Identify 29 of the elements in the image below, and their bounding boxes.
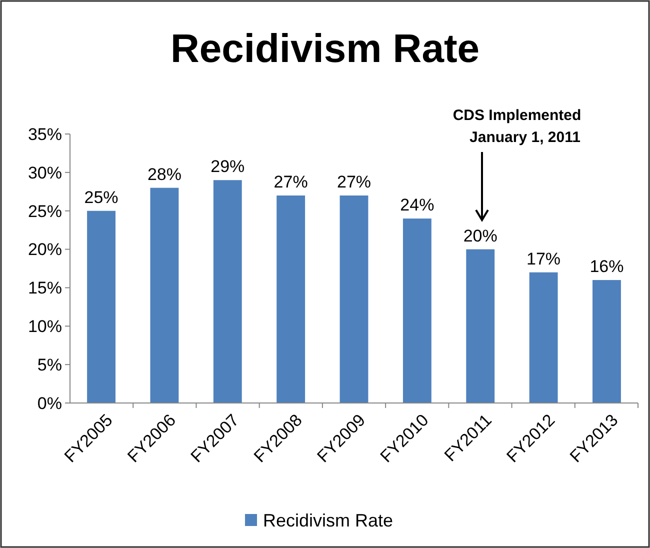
data-label: 27% xyxy=(336,172,372,192)
bar xyxy=(150,188,179,403)
y-tick-label: 20% xyxy=(28,240,62,260)
y-tick-label: 5% xyxy=(37,356,62,375)
bar xyxy=(402,218,432,403)
y-tick-label: 0% xyxy=(37,394,62,413)
data-label: 27% xyxy=(274,172,308,192)
y-tick-label: 35% xyxy=(28,124,62,144)
bar xyxy=(466,249,495,403)
bar xyxy=(213,180,242,403)
y-tick-label: 10% xyxy=(28,317,62,336)
legend-label: Recidivism Rate xyxy=(263,510,394,530)
y-tick-label: 30% xyxy=(28,163,62,182)
chart-title: Recidivism Rate xyxy=(170,27,480,71)
y-tick-label: 15% xyxy=(28,278,62,298)
bar xyxy=(87,210,116,403)
data-label: 17% xyxy=(526,249,561,268)
bar xyxy=(276,195,306,403)
annotation: CDS Implemented January 1, 2011 xyxy=(452,107,582,146)
data-label: 28% xyxy=(147,164,182,184)
bar xyxy=(340,195,368,403)
data-label: 16% xyxy=(590,257,624,276)
data-label: 24% xyxy=(400,196,434,215)
data-label: 29% xyxy=(210,157,245,176)
data-label: 20% xyxy=(463,226,498,246)
data-label: 25% xyxy=(84,188,118,207)
y-tick-label: 25% xyxy=(28,202,62,221)
bar xyxy=(592,280,621,403)
bar xyxy=(529,272,558,403)
